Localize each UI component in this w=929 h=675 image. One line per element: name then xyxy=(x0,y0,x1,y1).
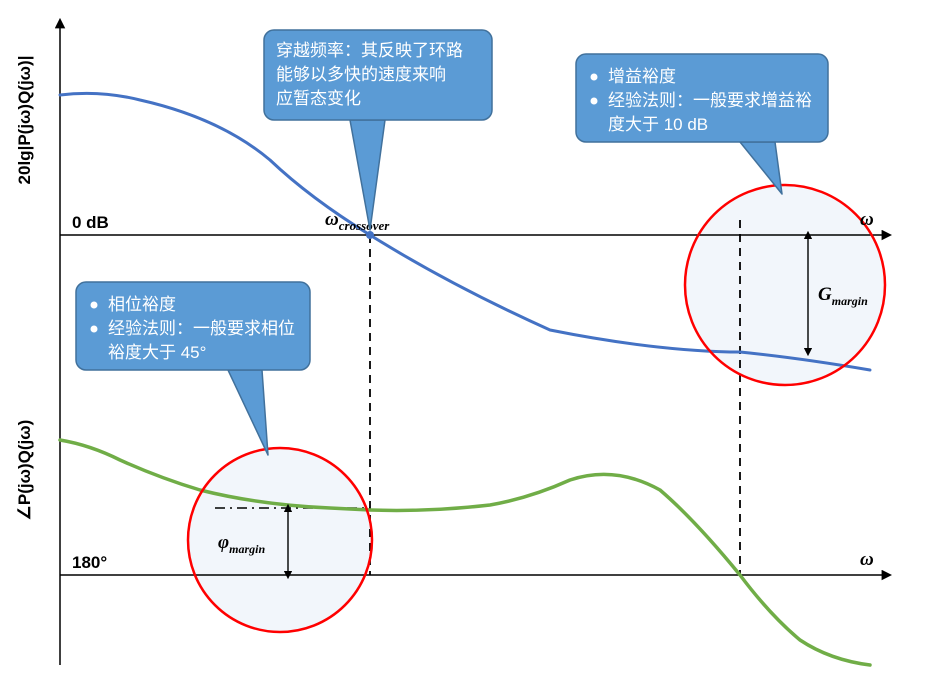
zero-db-label: 0 dB xyxy=(72,213,109,232)
deg-180-label: 180° xyxy=(72,553,107,572)
omega-top-label: ω xyxy=(860,209,874,230)
crossover-callout-text-2: 应暂态变化 xyxy=(276,89,361,108)
gain-margin-callout-bullet-1-icon xyxy=(591,98,598,105)
bode-diagram: 0 dB180°ωω20lg|P(jω)Q(jω)|∠P(jω)Q(jω)ωcr… xyxy=(0,0,929,675)
phase-margin-callout-bullet-1-text: 裕度大于 45° xyxy=(108,343,206,362)
omega-bottom-label: ω xyxy=(860,549,874,570)
crossover-callout-text-0: 穿越频率：其反映了环路 xyxy=(276,41,463,60)
phase-margin-callout-bullet-0-text: 相位裕度 xyxy=(108,295,176,314)
crossover-callout-text-1: 能够以多快的速度来响 xyxy=(276,65,446,84)
phase-margin-callout-bullet-1-text: 经验法则：一般要求相位 xyxy=(108,319,295,338)
gain-margin-callout-bullet-0-icon xyxy=(591,74,598,81)
phase-margin-callout-bullet-1-icon xyxy=(91,326,98,333)
gain-margin-callout-bullet-0-text: 增益裕度 xyxy=(608,67,676,86)
gain-margin-callout-bullet-1-text: 度大于 10 dB xyxy=(608,115,708,134)
y-axis-magnitude-label: 20lg|P(jω)Q(jω)| xyxy=(15,56,34,185)
gain-margin-callout-bullet-1-text: 经验法则：一般要求增益裕 xyxy=(608,91,812,110)
phase-margin-callout-bullet-0-icon xyxy=(91,302,98,309)
y-axis-phase-label: ∠P(jω)Q(jω) xyxy=(15,420,34,521)
